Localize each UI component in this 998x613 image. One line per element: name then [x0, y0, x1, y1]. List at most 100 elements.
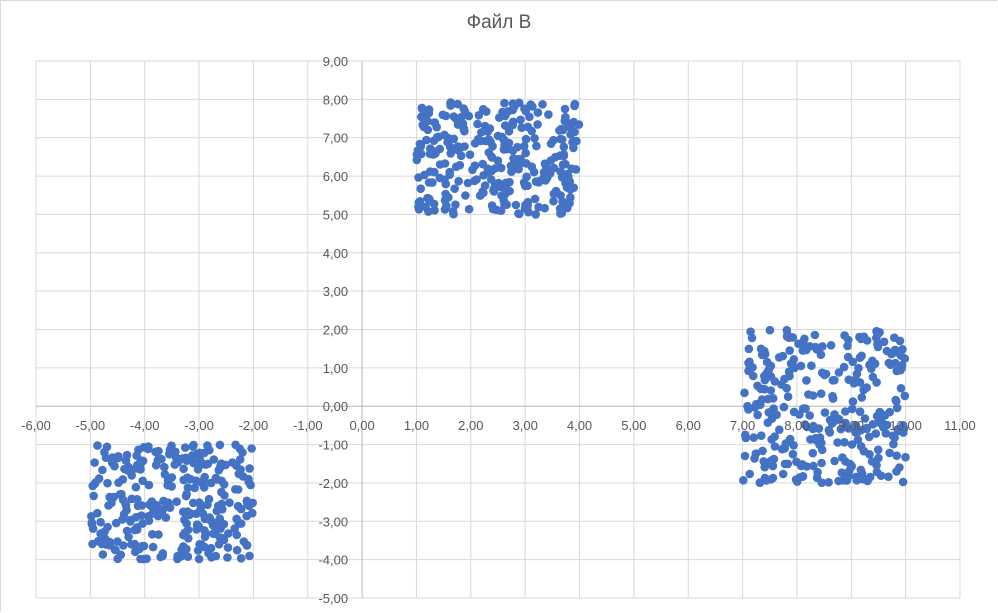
data-point [507, 167, 516, 176]
data-point [847, 440, 857, 449]
data-point [421, 202, 431, 212]
data-point [484, 135, 494, 144]
data-point [783, 392, 793, 402]
data-point [872, 467, 882, 477]
data-point [871, 429, 881, 438]
data-point [540, 159, 550, 168]
data-point [450, 184, 460, 193]
data-point [753, 410, 762, 420]
data-point [778, 469, 788, 479]
data-point [496, 182, 505, 192]
data-point [103, 478, 112, 488]
data-point [428, 178, 437, 187]
data-point [232, 514, 241, 524]
data-point [207, 553, 216, 562]
data-point [788, 449, 798, 459]
data-point [834, 368, 844, 377]
data-point [828, 394, 838, 403]
data-point [763, 418, 773, 428]
data-point [139, 554, 148, 564]
data-point [199, 483, 209, 492]
data-point [816, 389, 826, 399]
data-point [415, 139, 425, 149]
data-point [417, 112, 426, 122]
data-point [88, 539, 97, 549]
data-point [561, 177, 571, 186]
data-point [183, 525, 193, 535]
data-point [833, 438, 842, 447]
data-point [868, 356, 877, 366]
data-point [749, 433, 759, 442]
data-point [193, 465, 203, 474]
data-point [785, 346, 794, 355]
data-point [486, 175, 496, 184]
data-point [172, 497, 181, 507]
data-point [521, 134, 531, 144]
data-point [531, 210, 540, 219]
data-point [817, 478, 827, 488]
data-point [435, 173, 445, 183]
data-point [830, 375, 839, 385]
data-point [841, 418, 850, 428]
data-point [123, 466, 133, 475]
data-point [449, 209, 458, 219]
data-point [236, 504, 246, 514]
data-point [755, 478, 765, 488]
data-point [160, 470, 170, 479]
data-point [176, 552, 185, 561]
data-point [795, 410, 804, 419]
data-point [232, 461, 241, 471]
data-point [87, 519, 97, 529]
data-point [535, 176, 544, 186]
data-point [516, 115, 525, 125]
y-tick-labels: 9,00 8,00 7,00 6,00 5,00 4,00 3,00 2,00 1,00 0,00… [318, 54, 348, 606]
data-point [157, 507, 167, 517]
x-tick-label: 7,00 [730, 418, 755, 433]
y-tick-label: 3,00 [323, 284, 348, 299]
data-point [425, 167, 435, 176]
data-point [456, 151, 466, 161]
data-point [433, 132, 442, 142]
data-point [853, 435, 863, 445]
data-point [441, 179, 451, 189]
data-point [212, 506, 222, 516]
x-tick-label: 8,00 [784, 418, 809, 433]
data-point [889, 439, 898, 449]
data-point [804, 390, 813, 399]
data-point [544, 110, 553, 119]
data-point [132, 451, 141, 461]
data-point [901, 452, 910, 462]
data-point [519, 141, 529, 151]
x-tick-label: -5,00 [76, 418, 106, 433]
data-point [192, 525, 201, 534]
data-point [499, 135, 508, 144]
data-point [144, 480, 154, 490]
data-point [460, 142, 469, 151]
data-point [136, 464, 145, 473]
data-point [463, 178, 473, 188]
data-point [858, 474, 867, 484]
data-point [139, 443, 148, 452]
data-point [563, 201, 572, 210]
data-point [508, 99, 518, 108]
data-point [200, 448, 209, 458]
data-point [138, 519, 147, 528]
data-point [875, 407, 885, 417]
data-point [189, 498, 198, 508]
data-point [891, 358, 900, 368]
data-point [558, 160, 568, 169]
data-point [522, 172, 531, 182]
y-tick-label: -1,00 [318, 438, 348, 453]
data-point [451, 114, 461, 123]
data-point [546, 139, 556, 148]
data-point [446, 149, 456, 158]
x-tick-label: 9,00 [839, 418, 864, 433]
data-point [217, 459, 226, 469]
data-point [879, 423, 888, 432]
data-point [784, 367, 794, 377]
data-point [844, 335, 853, 345]
data-point [530, 134, 539, 143]
data-point [743, 401, 752, 411]
data-point [517, 123, 526, 132]
data-point [441, 189, 450, 199]
